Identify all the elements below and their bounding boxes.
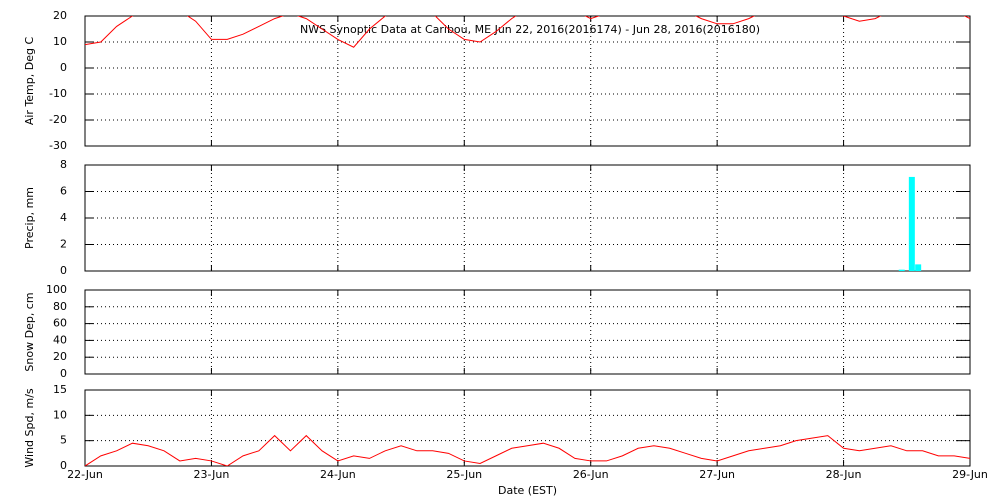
data-line (85, 16, 970, 48)
x-tick-label: 22-Jun (67, 468, 103, 481)
plot-frame (84, 164, 971, 272)
y-tick-label: 20 (53, 9, 67, 22)
x-tick-label: 24-Jun (320, 468, 356, 481)
y-tick-label: 4 (60, 211, 67, 224)
y-tick-label: 0 (60, 61, 67, 74)
y-tick-label: 15 (53, 383, 67, 396)
y-tick-label: -30 (49, 139, 67, 152)
plot-frame (84, 389, 971, 467)
y-tick-label: -20 (49, 113, 67, 126)
y-tick-label: 60 (53, 317, 67, 330)
y-tick-label: 8 (60, 158, 67, 171)
x-tick-label: 28-Jun (826, 468, 862, 481)
y-tick-label: 10 (53, 408, 67, 421)
y-tick-label: 2 (60, 238, 67, 251)
bar (915, 264, 922, 271)
chart-title: NWS Synoptic Data at Caribou, ME Jun 22,… (300, 23, 760, 36)
y-tick-label: -10 (49, 87, 67, 100)
y-tick-label: 80 (53, 300, 67, 313)
y-tick-label: 10 (53, 35, 67, 48)
x-tick-label: 27-Jun (699, 468, 735, 481)
y-tick-label: 20 (53, 350, 67, 363)
y-axis-label: Air Temp, Deg C (23, 37, 36, 126)
y-axis-label: Precip, mm (23, 187, 36, 249)
y-tick-label: 6 (60, 185, 67, 198)
y-axis-label: Snow Dep, cm (23, 292, 36, 371)
y-tick-label: 0 (60, 367, 67, 380)
bar (898, 269, 905, 271)
y-tick-label: 0 (60, 264, 67, 277)
data-line (85, 434, 970, 466)
x-tick-label: 26-Jun (573, 468, 609, 481)
x-tick-label: 25-Jun (446, 468, 482, 481)
plot-frame (84, 289, 971, 375)
plot-frame (84, 15, 971, 147)
x-tick-label: 29-Jun (952, 468, 988, 481)
y-tick-label: 5 (60, 434, 67, 447)
x-axis-label: Date (EST) (498, 484, 557, 497)
bar (908, 176, 915, 271)
y-tick-label: 40 (53, 333, 67, 346)
x-tick-label: 23-Jun (194, 468, 230, 481)
y-tick-label: 0 (60, 459, 67, 472)
y-axis-label: Wind Spd, m/s (23, 388, 36, 468)
y-tick-label: 100 (46, 283, 67, 296)
